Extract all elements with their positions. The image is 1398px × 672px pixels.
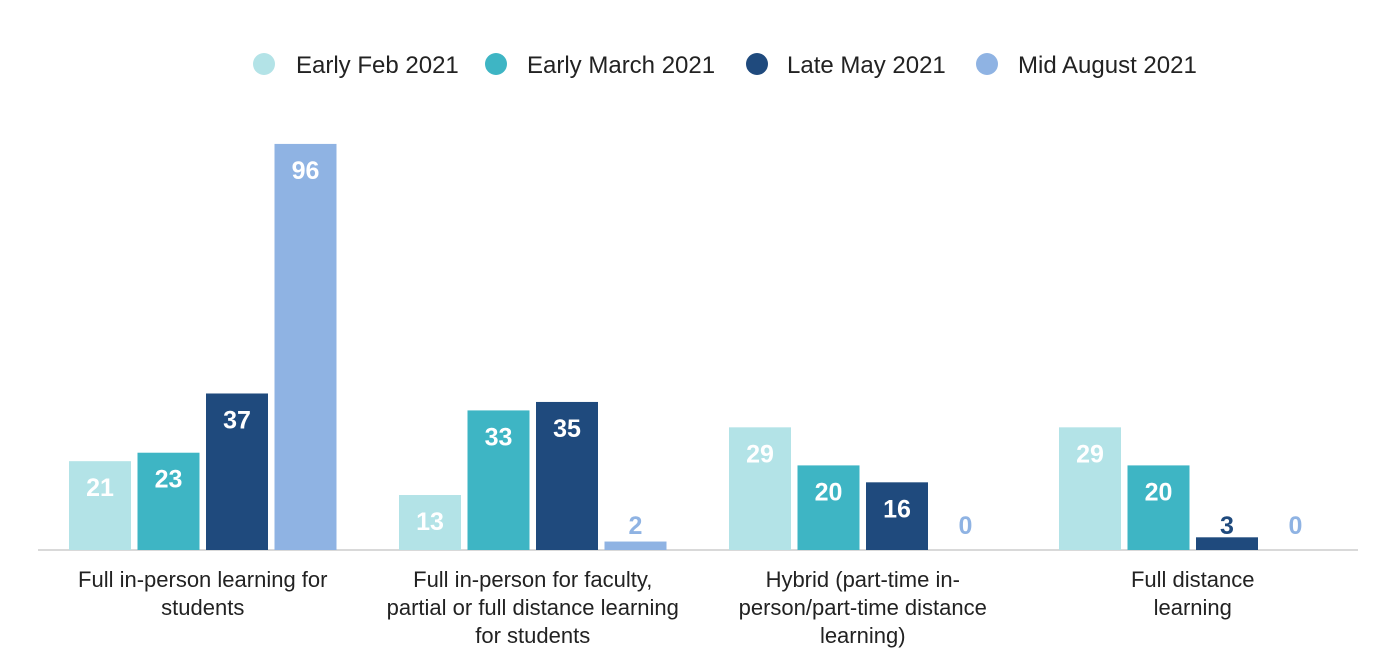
data-label: 2 <box>629 512 643 540</box>
data-label: 35 <box>553 415 581 443</box>
data-label: 16 <box>883 495 911 523</box>
bar <box>604 541 667 550</box>
bar <box>536 401 598 550</box>
legend-label: Late May 2021 <box>787 52 946 79</box>
bar <box>1059 427 1121 550</box>
bar <box>467 410 530 550</box>
bar <box>729 427 791 550</box>
data-label: 33 <box>485 423 513 451</box>
category-group: 13 33 35 2 <box>399 401 667 550</box>
legend-item: Early Feb 2021 <box>253 52 459 79</box>
category-label: Full in-person for faculty, <box>413 567 652 592</box>
category-label: Full in-person learning for <box>78 567 327 592</box>
bar <box>797 465 860 550</box>
legend-label: Mid August 2021 <box>1018 52 1197 79</box>
data-label: 20 <box>1145 478 1173 506</box>
data-label: 23 <box>155 466 183 494</box>
data-label: 29 <box>746 440 774 468</box>
data-label: 96 <box>292 157 320 185</box>
category-label: person/part-time distance <box>739 595 987 620</box>
bar <box>69 461 131 550</box>
legend-label: Early March 2021 <box>527 52 715 79</box>
bar <box>866 482 928 550</box>
category-label: partial or full distance learning <box>387 595 679 620</box>
legend-label: Early Feb 2021 <box>296 52 459 79</box>
legend-marker <box>976 53 998 75</box>
legend-item: Early March 2021 <box>485 52 715 79</box>
legend-marker <box>253 53 275 75</box>
legend-marker <box>485 53 507 75</box>
legend: Early Feb 2021 Early March 2021 Late May 2… <box>253 52 1197 79</box>
data-label: 29 <box>1076 440 1104 468</box>
bar <box>1196 537 1258 550</box>
category-group: 29 20 3 0 <box>1059 427 1302 550</box>
category-label: for students <box>475 623 590 648</box>
category-label: Hybrid (part-time in- <box>766 567 960 592</box>
data-label: 3 <box>1220 512 1234 540</box>
category-group: 29 20 16 0 <box>729 427 972 550</box>
category-label: Full distance <box>1131 567 1255 592</box>
category-label: learning) <box>820 623 906 648</box>
legend-marker <box>746 53 768 75</box>
data-label: 13 <box>416 508 444 536</box>
data-label: 21 <box>86 474 114 502</box>
category-label: students <box>161 595 244 620</box>
data-label: 20 <box>815 478 843 506</box>
legend-item: Late May 2021 <box>746 52 946 79</box>
bar <box>274 143 337 551</box>
bar <box>399 495 461 550</box>
category-group: 21 23 37 96 <box>69 143 337 551</box>
data-label: 0 <box>959 512 973 540</box>
category-label: learning <box>1154 595 1232 620</box>
data-label: 37 <box>223 406 251 434</box>
legend-item: Mid August 2021 <box>976 52 1197 79</box>
bar <box>206 393 268 550</box>
data-label: 0 <box>1289 512 1303 540</box>
bar <box>1127 465 1190 550</box>
bar <box>137 452 200 550</box>
